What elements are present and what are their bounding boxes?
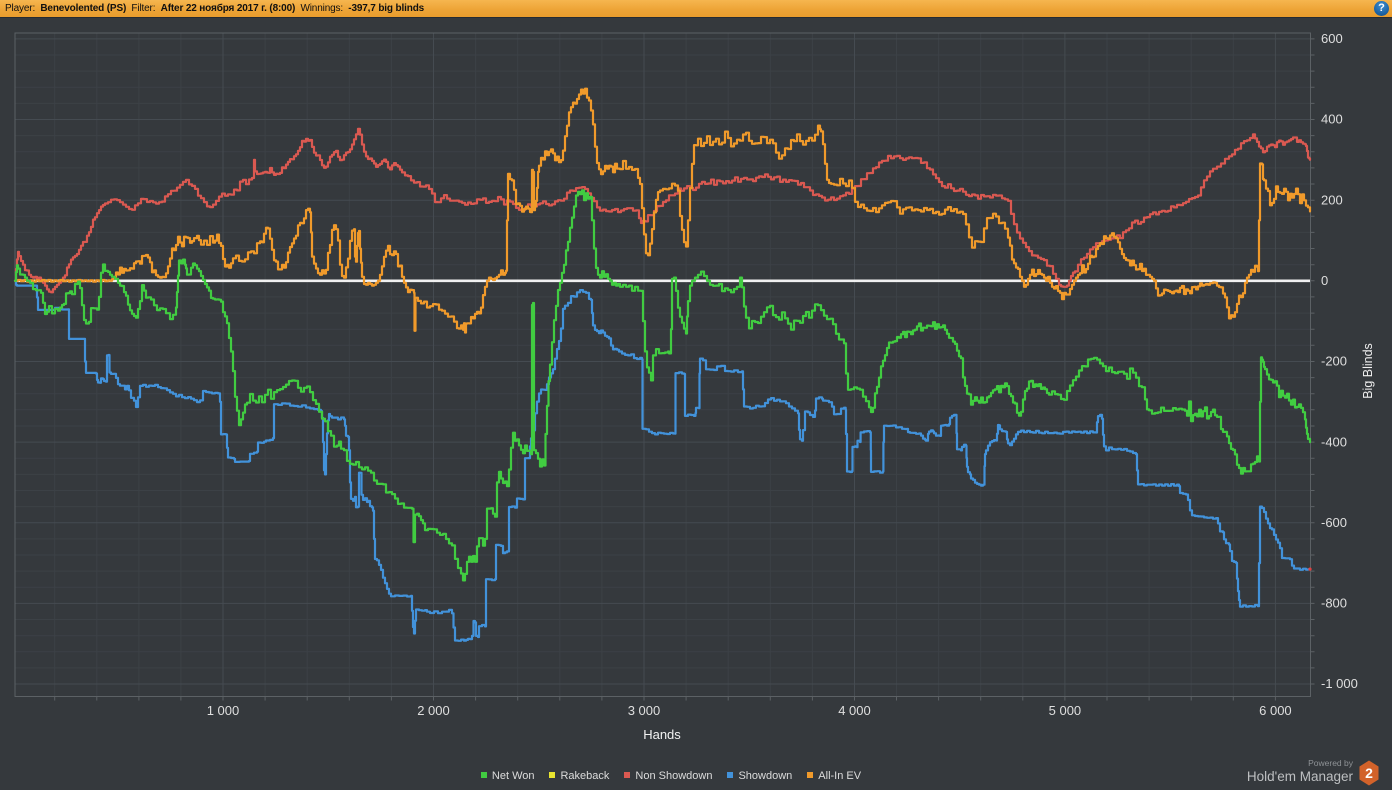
svg-text:2 000: 2 000 [417, 703, 450, 718]
svg-text:2: 2 [1365, 765, 1373, 781]
svg-text:1 000: 1 000 [207, 703, 240, 718]
svg-text:0: 0 [1321, 273, 1328, 288]
svg-text:-1 000: -1 000 [1321, 676, 1358, 691]
svg-text:600: 600 [1321, 31, 1343, 46]
svg-text:-800: -800 [1321, 596, 1347, 611]
svg-text:4 000: 4 000 [838, 703, 871, 718]
svg-text:400: 400 [1321, 112, 1343, 127]
svg-text:6 000: 6 000 [1259, 703, 1292, 718]
svg-text:-400: -400 [1321, 434, 1347, 449]
svg-text:200: 200 [1321, 192, 1343, 207]
svg-text:5 000: 5 000 [1049, 703, 1082, 718]
svg-text:-200: -200 [1321, 354, 1347, 369]
svg-text:3 000: 3 000 [628, 703, 661, 718]
svg-text:Big Blinds: Big Blinds [1361, 343, 1375, 399]
svg-text:Hands: Hands [643, 727, 681, 742]
svg-text:-600: -600 [1321, 515, 1347, 530]
